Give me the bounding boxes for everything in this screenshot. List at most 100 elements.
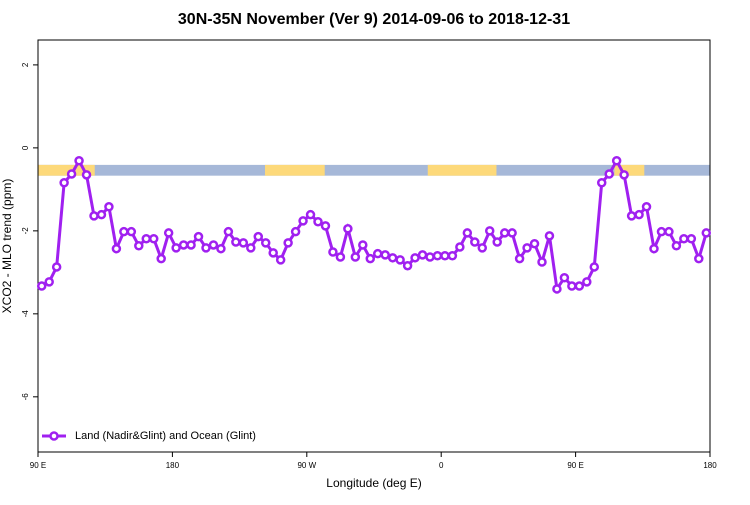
data-point bbox=[268, 248, 278, 258]
data-point bbox=[238, 238, 249, 248]
data-point bbox=[529, 238, 540, 249]
legend-marker bbox=[49, 431, 59, 441]
data-point bbox=[492, 237, 502, 247]
data-point bbox=[216, 243, 226, 254]
data-point bbox=[283, 238, 293, 248]
data-point bbox=[470, 237, 480, 247]
data-point bbox=[119, 226, 129, 237]
data-point bbox=[634, 209, 644, 220]
data-point bbox=[126, 226, 137, 237]
x-axis-label: Longitude (deg E) bbox=[326, 476, 421, 490]
data-point bbox=[186, 240, 196, 250]
data-point bbox=[298, 216, 308, 226]
data-point bbox=[664, 226, 674, 237]
land-band bbox=[38, 164, 95, 176]
x-tick-label: 180 bbox=[703, 461, 717, 470]
x-tick-label: 0 bbox=[439, 461, 444, 470]
data-point bbox=[559, 272, 570, 283]
data-point bbox=[320, 221, 331, 231]
data-point bbox=[455, 242, 465, 252]
data-point bbox=[253, 231, 264, 242]
data-point bbox=[141, 233, 152, 244]
land-band bbox=[614, 164, 645, 176]
data-point bbox=[626, 211, 637, 221]
data-point bbox=[104, 202, 114, 212]
data-point bbox=[611, 155, 622, 166]
data-point bbox=[372, 248, 383, 259]
data-point bbox=[656, 226, 667, 237]
data-point bbox=[410, 253, 420, 263]
data-point bbox=[89, 211, 99, 221]
data-point bbox=[96, 209, 107, 220]
data-point bbox=[477, 243, 488, 253]
data-point bbox=[148, 233, 159, 244]
data-point bbox=[328, 247, 338, 257]
data-point bbox=[313, 216, 323, 227]
chart-title: 30N-35N November (Ver 9) 2014-09-06 to 2… bbox=[178, 11, 570, 28]
data-point bbox=[246, 243, 256, 253]
y-tick-label: 2 bbox=[21, 62, 30, 67]
data-point bbox=[582, 277, 592, 287]
data-point bbox=[544, 231, 555, 241]
data-point bbox=[201, 243, 211, 253]
data-point bbox=[51, 262, 62, 272]
data-point bbox=[596, 177, 607, 188]
data-point bbox=[231, 237, 241, 247]
data-point bbox=[447, 251, 458, 261]
data-point bbox=[507, 228, 517, 238]
data-point bbox=[402, 260, 413, 271]
data-point bbox=[59, 177, 69, 188]
ocean-band bbox=[38, 164, 710, 176]
data-point bbox=[36, 281, 47, 291]
data-point bbox=[641, 202, 652, 212]
data-point bbox=[260, 238, 271, 248]
data-point bbox=[193, 231, 204, 242]
data-point bbox=[686, 233, 697, 244]
data-point bbox=[223, 226, 234, 237]
data-point bbox=[679, 233, 689, 244]
data-point bbox=[290, 226, 301, 237]
data-point bbox=[537, 257, 547, 267]
data-point bbox=[649, 243, 659, 254]
x-tick-label: 90 E bbox=[30, 461, 46, 470]
x-tick-label: 180 bbox=[166, 461, 180, 470]
data-point bbox=[462, 228, 473, 238]
data-point bbox=[350, 252, 361, 262]
data-point bbox=[81, 170, 92, 180]
data-point bbox=[417, 250, 428, 260]
series-line bbox=[41, 157, 708, 294]
data-point bbox=[365, 253, 376, 264]
data-point bbox=[178, 240, 189, 250]
data-point bbox=[156, 253, 166, 264]
data-point bbox=[574, 281, 585, 291]
y-tick-label: -2 bbox=[21, 227, 30, 235]
data-point bbox=[484, 226, 495, 236]
data-point bbox=[335, 252, 346, 262]
x-tick-label: 90 E bbox=[567, 461, 583, 470]
data-point bbox=[163, 228, 174, 238]
data-point bbox=[440, 251, 450, 261]
land-band bbox=[427, 164, 497, 176]
data-point bbox=[208, 240, 219, 250]
data-point bbox=[694, 253, 704, 264]
data-point bbox=[358, 240, 368, 250]
data-point bbox=[604, 169, 614, 179]
data-point bbox=[74, 155, 84, 166]
data-point bbox=[425, 252, 435, 262]
data-point bbox=[567, 281, 577, 291]
x-tick-label: 90 W bbox=[297, 461, 316, 470]
data-point bbox=[589, 262, 600, 272]
data-point bbox=[514, 253, 525, 264]
data-point bbox=[701, 228, 712, 238]
data-point bbox=[275, 255, 286, 265]
data-point bbox=[499, 228, 510, 238]
data-point bbox=[111, 243, 122, 254]
data-point bbox=[380, 250, 390, 260]
y-axis-label: XCO2 - MLO trend (ppm) bbox=[0, 179, 14, 314]
data-point bbox=[522, 243, 532, 253]
land-band bbox=[264, 164, 325, 176]
data-point bbox=[66, 169, 77, 179]
y-tick-label: 0 bbox=[21, 145, 30, 150]
data-point bbox=[343, 224, 353, 234]
data-point bbox=[171, 243, 181, 253]
